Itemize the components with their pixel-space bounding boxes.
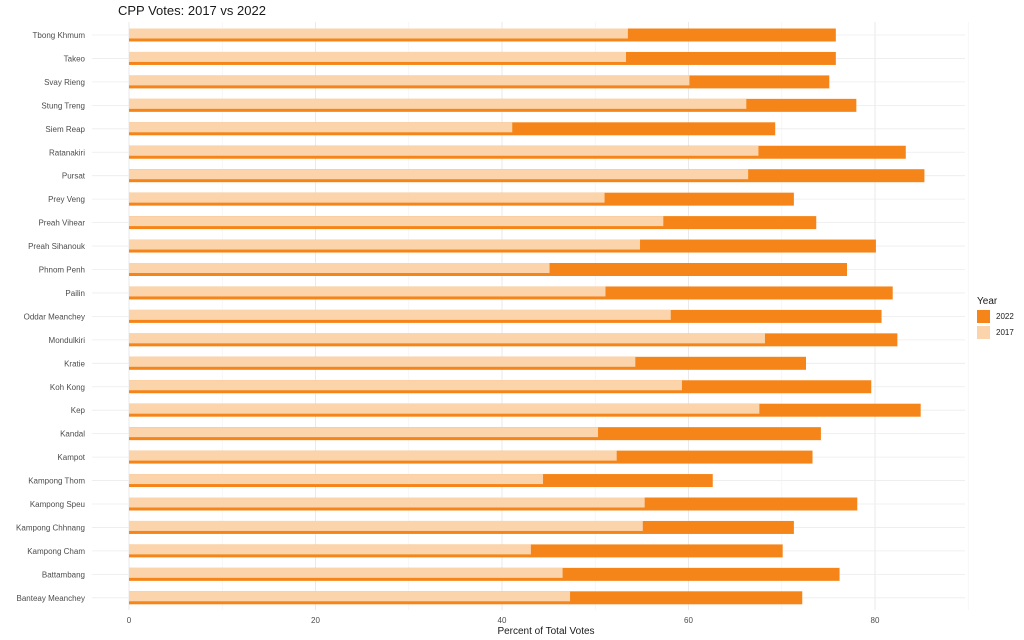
- bar-2017-siem-reap: [129, 122, 513, 133]
- bar-2017-koh-kong: [129, 380, 682, 391]
- y-tick-label-phnom-penh: Phnom Penh: [39, 266, 85, 275]
- legend-key-2017: [977, 326, 990, 339]
- bar-2017-ratanakiri: [129, 145, 759, 156]
- y-tick-label-tbong-khmum: Tbong Khmum: [33, 31, 86, 40]
- bars: [129, 28, 925, 605]
- bar-2017-pailin: [129, 286, 606, 297]
- x-axis-ticks: 0 20 40 60 80: [127, 616, 880, 625]
- legend-key-2022: [977, 310, 990, 323]
- legend-title: Year: [977, 296, 998, 307]
- x-tick-label: 60: [684, 616, 693, 625]
- y-tick-label-pursat: Pursat: [62, 172, 86, 181]
- y-tick-label-siem-reap: Siem Reap: [45, 125, 85, 134]
- bar-2017-kep: [129, 403, 760, 414]
- x-tick-label: 20: [311, 616, 320, 625]
- y-tick-label-kep: Kep: [71, 406, 86, 415]
- bar-2017-takeo: [129, 51, 627, 62]
- y-tick-label-ratanakiri: Ratanakiri: [49, 148, 85, 157]
- y-tick-label-banteay-meanchey: Banteay Meanchey: [17, 594, 86, 603]
- y-tick-label-stung-treng: Stung Treng: [41, 101, 85, 110]
- legend-label-2022: 2022: [996, 312, 1014, 321]
- x-axis-title: Percent of Total Votes: [497, 626, 594, 637]
- y-tick-label-kampong-thom: Kampong Thom: [28, 477, 85, 486]
- bar-2017-pursat: [129, 169, 749, 180]
- y-tick-label-takeo: Takeo: [64, 54, 86, 63]
- y-tick-label-kampong-speu: Kampong Speu: [30, 500, 85, 509]
- bar-2017-svay-rieng: [129, 75, 690, 86]
- bar-2017-stung-treng: [129, 98, 747, 109]
- bar-2017-preah-sihanouk: [129, 239, 641, 250]
- bar-2017-kampong-cham: [129, 544, 531, 555]
- y-tick-label-mondulkiri: Mondulkiri: [49, 336, 86, 345]
- bar-2017-prey-veng: [129, 192, 605, 203]
- bar-2017-kampong-chhnang: [129, 520, 643, 531]
- bar-2017-kratie: [129, 356, 636, 367]
- legend: Year 2022 2017: [977, 296, 1014, 339]
- bar-2017-mondulkiri: [129, 333, 765, 344]
- y-axis-ticks: Tbong Khmum Takeo Svay Rieng Stung Treng Sie…: [16, 31, 86, 603]
- bar-2017-kampot: [129, 450, 617, 461]
- bar-2017-kandal: [129, 427, 599, 438]
- bar-2017-tbong-khmum: [129, 28, 628, 39]
- y-tick-label-kampong-chhnang: Kampong Chhnang: [16, 523, 85, 532]
- y-tick-label-koh-kong: Koh Kong: [50, 383, 85, 392]
- y-tick-label-kampong-cham: Kampong Cham: [27, 547, 85, 556]
- x-tick-label: 0: [127, 616, 132, 625]
- y-tick-label-svay-rieng: Svay Rieng: [44, 78, 85, 87]
- chart-title: CPP Votes: 2017 vs 2022: [118, 3, 266, 18]
- bar-2017-banteay-meanchey: [129, 591, 571, 602]
- y-tick-label-preah-vihear: Preah Vihear: [38, 219, 85, 228]
- x-tick-label: 80: [871, 616, 880, 625]
- y-tick-label-battambang: Battambang: [42, 570, 85, 579]
- bar-2017-battambang: [129, 567, 563, 578]
- x-tick-label: 40: [498, 616, 507, 625]
- bar-2017-preah-vihear: [129, 216, 664, 227]
- bar-2017-oddar-meanchey: [129, 309, 671, 320]
- bar-2017-phnom-penh: [129, 263, 550, 273]
- y-tick-label-kandal: Kandal: [60, 430, 85, 439]
- legend-label-2017: 2017: [996, 328, 1014, 337]
- bar-2017-kampong-thom: [129, 474, 544, 485]
- bar-2017-kampong-speu: [129, 497, 645, 508]
- y-tick-label-pailin: Pailin: [65, 289, 85, 298]
- y-tick-label-kratie: Kratie: [64, 359, 85, 368]
- y-tick-label-oddar-meanchey: Oddar Meanchey: [24, 312, 85, 321]
- y-tick-label-prey-veng: Prey Veng: [48, 195, 85, 204]
- y-tick-label-kampot: Kampot: [57, 453, 85, 462]
- y-tick-label-preah-sihanouk: Preah Sihanouk: [28, 242, 86, 251]
